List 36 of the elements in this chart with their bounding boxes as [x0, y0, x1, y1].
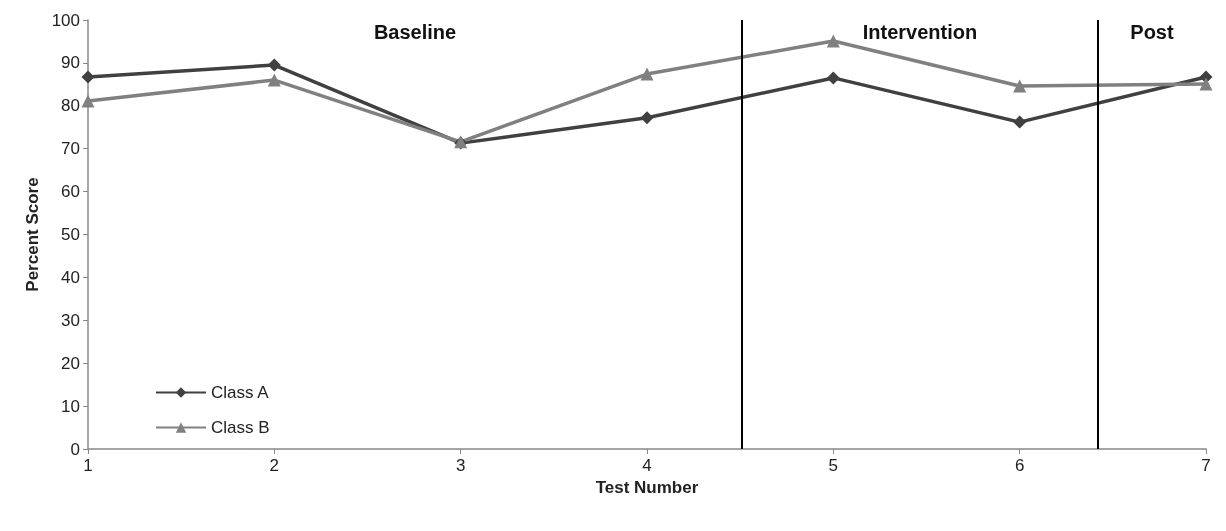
annotation: Intervention	[862, 21, 978, 43]
y-tick-label: 50	[61, 225, 80, 244]
y-tick-label: 40	[61, 267, 80, 287]
y-tick-label: 20	[61, 353, 80, 373]
x-axis-title: Test Number	[595, 478, 699, 497]
point	[267, 58, 281, 72]
point	[640, 111, 654, 125]
y-tick-label: 70	[61, 139, 80, 159]
y-tick-label: 10	[61, 396, 80, 416]
point	[826, 71, 840, 85]
y-tick-label: 100	[51, 10, 80, 30]
legend-label: Class B	[211, 418, 270, 437]
y-tick-label: 90	[61, 53, 80, 73]
y-tick-label: 30	[61, 310, 80, 330]
x-tick-label: 5	[828, 456, 839, 475]
point	[267, 73, 281, 87]
point	[1013, 115, 1027, 129]
annotation: Baseline	[373, 21, 457, 43]
point	[1199, 77, 1213, 91]
x-tick-label: 7	[1201, 456, 1211, 475]
legend-label: Class A	[211, 383, 270, 402]
point	[640, 67, 654, 81]
point	[826, 34, 840, 48]
x-tick-label: 1	[83, 456, 93, 475]
y-tick-label: 80	[61, 96, 80, 116]
annotation: Post	[1130, 21, 1174, 43]
x-tick-label: 4	[642, 456, 652, 475]
y-tick-label: 0	[70, 439, 80, 459]
x-tick-label: 3	[455, 456, 466, 475]
point	[81, 94, 95, 108]
point	[1013, 79, 1027, 93]
point	[81, 70, 95, 84]
y-tick-label: 60	[61, 182, 80, 202]
x-tick-label: 6	[1014, 456, 1025, 475]
y-axis-title: Percent Score	[22, 177, 42, 292]
x-tick-label: 2	[269, 456, 280, 475]
